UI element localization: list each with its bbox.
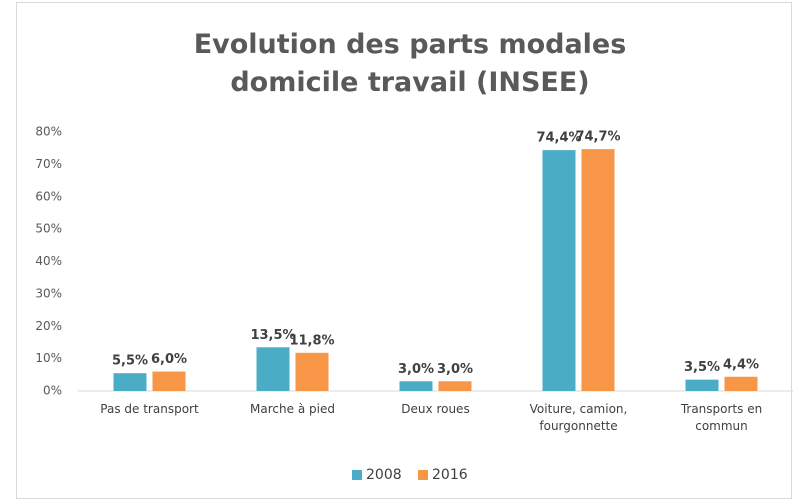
x-tick-label: Deux roues <box>401 402 470 416</box>
bar <box>685 379 719 391</box>
bar <box>542 150 576 391</box>
y-tick-label: 30% <box>35 286 62 300</box>
y-tick-label: 80% <box>35 125 62 139</box>
y-tick-label: 20% <box>35 319 62 333</box>
data-label: 3,0% <box>437 362 473 377</box>
y-tick-label: 10% <box>35 351 62 365</box>
chart-title: Evolution des parts modales domicile tra… <box>193 29 627 98</box>
legend-swatch <box>352 470 362 480</box>
x-tick-label: Voiture, camion, fourgonnette <box>529 402 628 433</box>
x-tick-label: Marche à pied <box>250 402 335 416</box>
y-tick-label: 60% <box>35 189 62 203</box>
y-tick-label: 70% <box>35 157 62 171</box>
data-label: 4,4% <box>723 357 759 372</box>
bar <box>113 373 147 391</box>
y-tick-label: 0% <box>43 384 62 398</box>
data-label: 6,0% <box>151 352 187 367</box>
bar <box>399 381 433 391</box>
bar <box>438 381 472 391</box>
bar <box>581 149 615 391</box>
bar <box>256 347 290 391</box>
bar <box>724 376 758 391</box>
data-label: 11,8% <box>289 333 334 348</box>
bar <box>295 352 329 391</box>
y-tick-label: 50% <box>35 222 62 236</box>
y-tick-label: 40% <box>35 254 62 268</box>
legend-label: 2008 <box>366 467 402 483</box>
x-tick-label: Pas de transport <box>100 402 199 416</box>
chart-frame <box>16 2 792 499</box>
legend-swatch <box>418 470 428 480</box>
data-label: 5,5% <box>112 354 148 369</box>
data-label: 74,7% <box>575 130 620 145</box>
data-label: 13,5% <box>250 328 295 343</box>
legend-label: 2016 <box>432 467 468 483</box>
data-label: 74,4% <box>536 131 581 146</box>
data-label: 3,0% <box>398 362 434 377</box>
x-tick-label: Transports en commun <box>680 402 763 433</box>
bar <box>152 371 186 391</box>
data-label: 3,5% <box>684 360 720 375</box>
